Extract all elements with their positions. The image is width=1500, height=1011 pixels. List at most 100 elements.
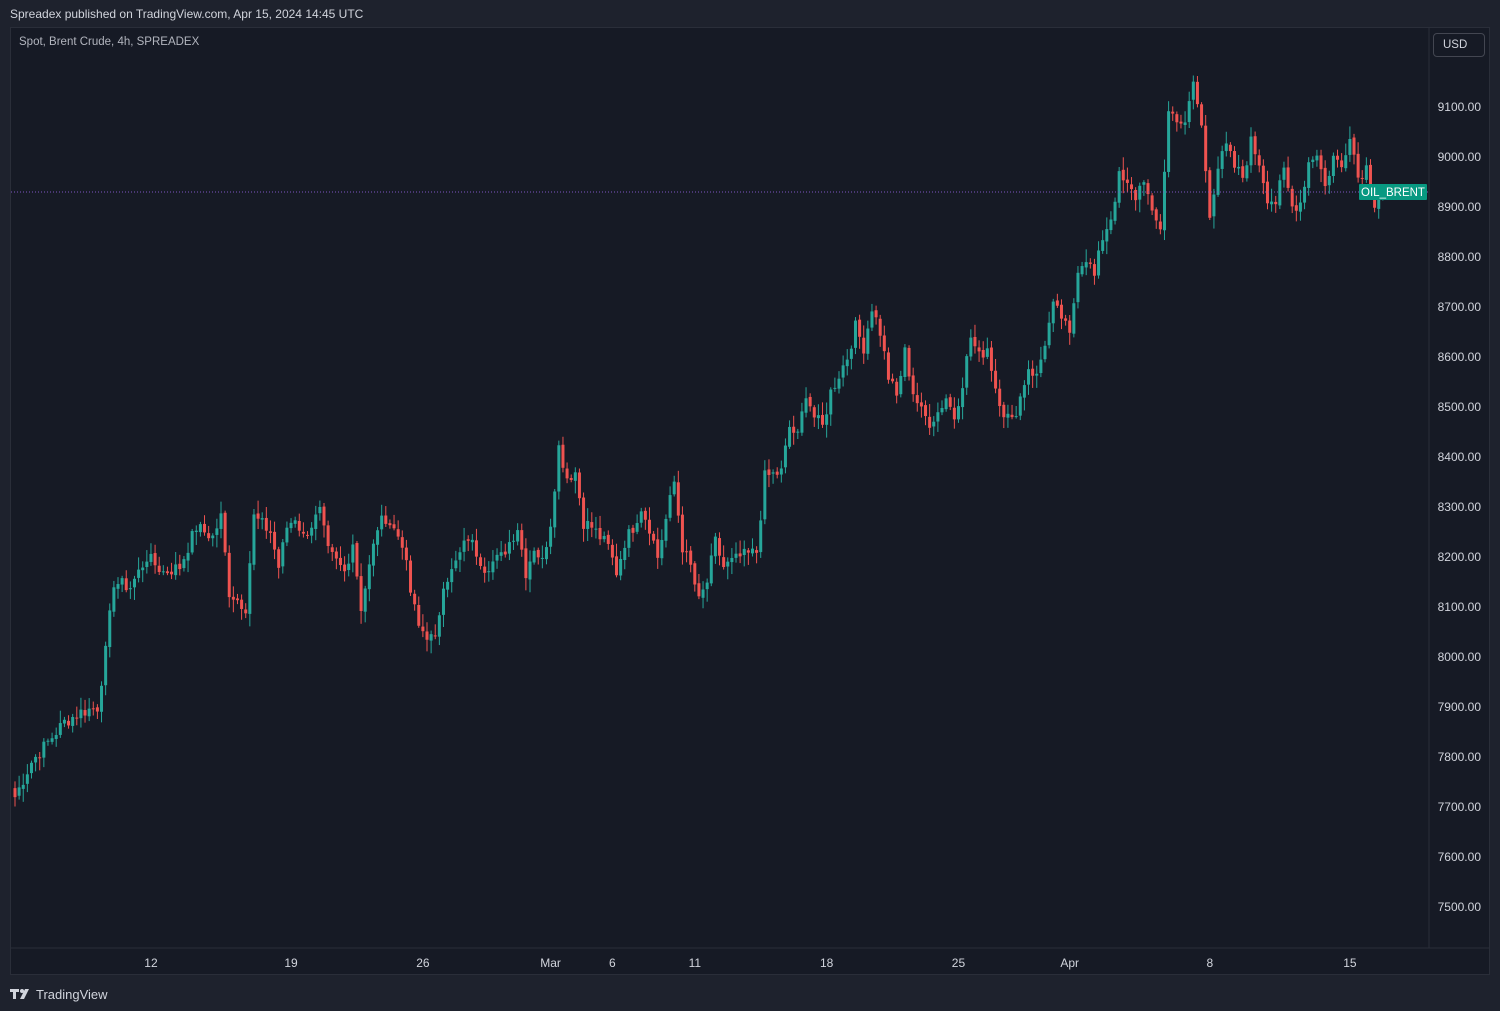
- candle-body: [631, 527, 635, 533]
- x-tick-label: 26: [416, 956, 430, 970]
- candle-body: [577, 472, 581, 499]
- price-tag: [1359, 184, 1427, 200]
- chart-pane[interactable]: 7500.00 7600.00 7700.00 7800.00 7900.00 8000.…: [10, 27, 1490, 975]
- candle-body: [742, 548, 746, 556]
- candle-body: [1072, 303, 1076, 334]
- candle-body: [13, 788, 17, 798]
- x-tick-label: 19: [284, 956, 298, 970]
- candle-body: [750, 548, 754, 554]
- candle-body: [54, 735, 58, 739]
- candle-body: [343, 564, 347, 572]
- candle-body: [137, 569, 141, 578]
- candle-body: [635, 523, 639, 532]
- candle-body: [1204, 125, 1208, 172]
- candle-body: [165, 571, 169, 574]
- candle-body: [58, 723, 62, 735]
- y-tick-label: 7600.00: [1438, 850, 1482, 864]
- candle-body: [734, 553, 738, 558]
- candle-body: [1298, 202, 1302, 212]
- candle-body: [289, 522, 293, 529]
- candle-body: [1059, 304, 1063, 319]
- candle-body: [730, 557, 734, 563]
- candle-body: [425, 631, 429, 640]
- candle-body: [800, 411, 804, 433]
- candle-body: [198, 524, 202, 533]
- candle-body: [1022, 385, 1026, 398]
- candle-body: [549, 526, 553, 547]
- candle-body: [264, 517, 268, 531]
- candle-body: [219, 513, 223, 529]
- candle-body: [396, 529, 400, 537]
- candle-body: [1125, 179, 1129, 183]
- candle-body: [437, 615, 441, 637]
- candle-body: [227, 552, 231, 598]
- tradingview-logo[interactable]: TradingView: [10, 985, 108, 1003]
- candle-body: [994, 370, 998, 389]
- candle-body: [936, 412, 940, 422]
- candle-body: [569, 477, 573, 480]
- y-tick-label: 8600.00: [1438, 350, 1482, 364]
- candle-body: [672, 481, 676, 495]
- candle-body: [627, 529, 631, 548]
- candle-body: [223, 512, 227, 553]
- candle-body: [722, 557, 726, 568]
- candle-body: [561, 444, 565, 468]
- candle-body: [429, 634, 433, 641]
- candle-body: [886, 352, 890, 380]
- candle-body: [915, 395, 919, 404]
- candle-body: [244, 609, 248, 614]
- candle-body: [499, 552, 503, 556]
- candle-body: [726, 561, 730, 567]
- x-tick-label: Apr: [1060, 956, 1079, 970]
- candle-body: [170, 571, 174, 575]
- y-tick-label: 7700.00: [1438, 800, 1482, 814]
- candle-body: [409, 560, 413, 593]
- candle-body: [503, 551, 507, 555]
- candle-body: [260, 518, 264, 520]
- candle-body: [1010, 414, 1014, 418]
- candle-body: [1158, 221, 1162, 230]
- candle-body: [940, 407, 944, 413]
- x-tick-label: 6: [609, 956, 616, 970]
- y-tick-label: 8800.00: [1438, 250, 1482, 264]
- candle-body: [553, 491, 557, 528]
- candle-body: [1117, 171, 1121, 203]
- symbol-legend: Spot, Brent Crude, 4h, SPREADEX: [19, 36, 200, 48]
- candle-body: [128, 588, 132, 590]
- candle-body: [845, 359, 849, 367]
- candle-body: [573, 472, 577, 481]
- y-tick-label: 8300.00: [1438, 500, 1482, 514]
- candle-body: [1278, 180, 1282, 206]
- y-tick-label: 8400.00: [1438, 450, 1482, 464]
- candle-body: [1051, 301, 1055, 324]
- candle-body: [466, 539, 470, 541]
- candle-body: [450, 569, 454, 583]
- candle-body: [182, 559, 186, 569]
- candle-body: [87, 708, 91, 717]
- candle-body: [536, 549, 540, 558]
- candle-body: [874, 310, 878, 318]
- candle-body: [701, 589, 705, 598]
- candle-body: [1027, 369, 1031, 385]
- candle-body: [240, 599, 244, 609]
- candle-body: [507, 542, 511, 554]
- candle-body: [1212, 194, 1216, 217]
- candle-body: [50, 738, 54, 742]
- currency-button[interactable]: USD: [1433, 33, 1485, 57]
- candle-body: [619, 558, 623, 576]
- candle-body: [404, 547, 408, 561]
- candle-body: [899, 375, 903, 395]
- candle-body: [124, 578, 128, 591]
- y-tick-label: 8700.00: [1438, 300, 1482, 314]
- candle-body: [367, 564, 371, 590]
- candle-body: [1006, 413, 1010, 418]
- candle-body: [738, 553, 742, 557]
- price-chart[interactable]: 7500.00 7600.00 7700.00 7800.00 7900.00 8000.…: [11, 28, 1490, 975]
- candle-body: [804, 398, 808, 413]
- candle-body: [932, 421, 936, 427]
- candle-body: [17, 787, 21, 796]
- candle-body: [1352, 137, 1356, 155]
- candle-body: [1179, 121, 1183, 124]
- candle-body: [512, 540, 516, 542]
- candle-body: [1154, 209, 1158, 221]
